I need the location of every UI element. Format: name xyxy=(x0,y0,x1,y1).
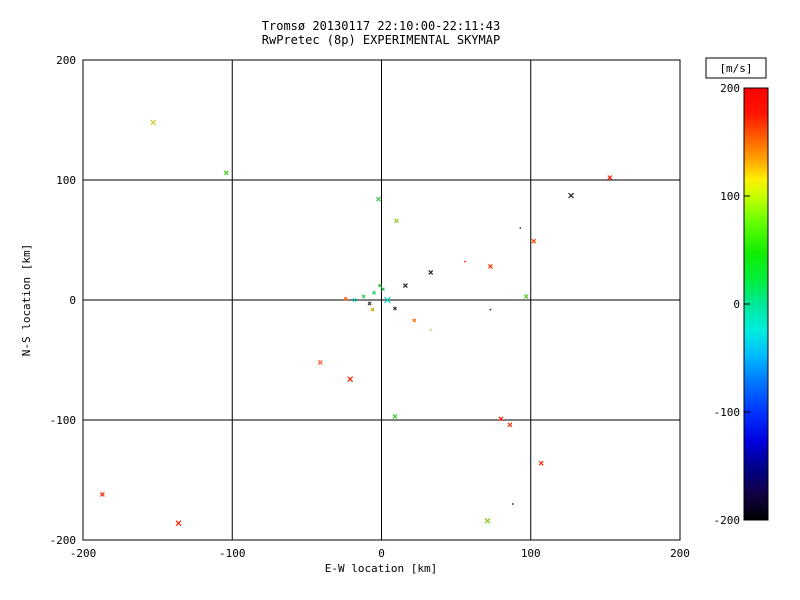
data-point xyxy=(347,376,354,383)
chart-title: Tromsø 20130117 22:10:00-22:11:43 xyxy=(262,19,500,33)
colorbar-tick-label: 200 xyxy=(720,82,740,95)
data-point xyxy=(376,196,381,202)
data-point xyxy=(531,238,537,244)
colorbar-label-box xyxy=(705,57,767,79)
colorbar-label: [m/s] xyxy=(719,62,752,75)
data-point xyxy=(384,296,391,304)
colorbar-tick-label: 100 xyxy=(720,190,740,203)
y-tick-label: 100 xyxy=(56,174,76,187)
x-tick-label: 0 xyxy=(378,547,385,560)
data-point xyxy=(394,218,399,224)
x-tick-label: -200 xyxy=(70,547,97,560)
chart-subtitle: RwPretec (8p) EXPERIMENTAL SKYMAP xyxy=(262,33,500,47)
x-tick-label: -100 xyxy=(219,547,246,560)
data-point xyxy=(402,283,408,289)
data-point xyxy=(370,307,375,312)
data-point xyxy=(507,422,513,428)
data-point xyxy=(519,227,522,229)
data-point xyxy=(381,287,385,292)
data-point xyxy=(317,359,323,365)
data-point xyxy=(392,413,398,419)
points-group xyxy=(99,119,613,527)
data-point xyxy=(99,491,105,497)
titles: Tromsø 20130117 22:10:00-22:11:43 RwPret… xyxy=(262,19,500,47)
colorbar: 200 100 0 -100 -200 xyxy=(714,82,769,527)
data-point xyxy=(150,119,157,126)
data-point xyxy=(352,298,357,302)
tick-labels: -200 -100 0 100 200 -200 -100 0 100 200 xyxy=(50,54,690,560)
y-tick-label: 0 xyxy=(69,294,76,307)
data-point xyxy=(343,296,348,301)
data-point xyxy=(464,260,466,263)
data-point xyxy=(523,293,529,299)
y-tick-label: -200 xyxy=(50,534,77,547)
y-axis-label: N-S location [km] xyxy=(20,244,33,357)
data-point xyxy=(489,308,492,311)
data-point xyxy=(175,520,182,527)
data-point xyxy=(223,170,229,176)
y-tick-label: -100 xyxy=(50,414,77,427)
colorbar-tick-label: 0 xyxy=(733,298,740,311)
data-point xyxy=(568,192,574,199)
data-point xyxy=(488,263,493,269)
colorbar-tick-label: -200 xyxy=(714,514,741,527)
colorbar-header: [m/s] xyxy=(705,57,767,79)
data-point xyxy=(484,517,491,524)
colorbar-tick-label: -100 xyxy=(714,406,741,419)
x-tick-label: 200 xyxy=(670,547,690,560)
data-point xyxy=(607,175,613,181)
data-point xyxy=(429,329,432,331)
data-point xyxy=(538,460,544,466)
data-point xyxy=(378,283,382,288)
x-tick-label: 100 xyxy=(521,547,541,560)
data-point xyxy=(367,301,372,306)
data-point xyxy=(498,416,504,422)
data-point xyxy=(511,503,514,505)
data-point xyxy=(428,269,434,275)
x-axis-label: E-W location [km] xyxy=(325,562,438,575)
data-point xyxy=(361,294,366,299)
data-point xyxy=(412,318,417,323)
plot-border xyxy=(82,59,681,541)
data-point xyxy=(393,306,397,311)
data-point xyxy=(372,290,376,295)
grid-group xyxy=(82,59,681,541)
y-tick-label: 200 xyxy=(56,54,76,67)
